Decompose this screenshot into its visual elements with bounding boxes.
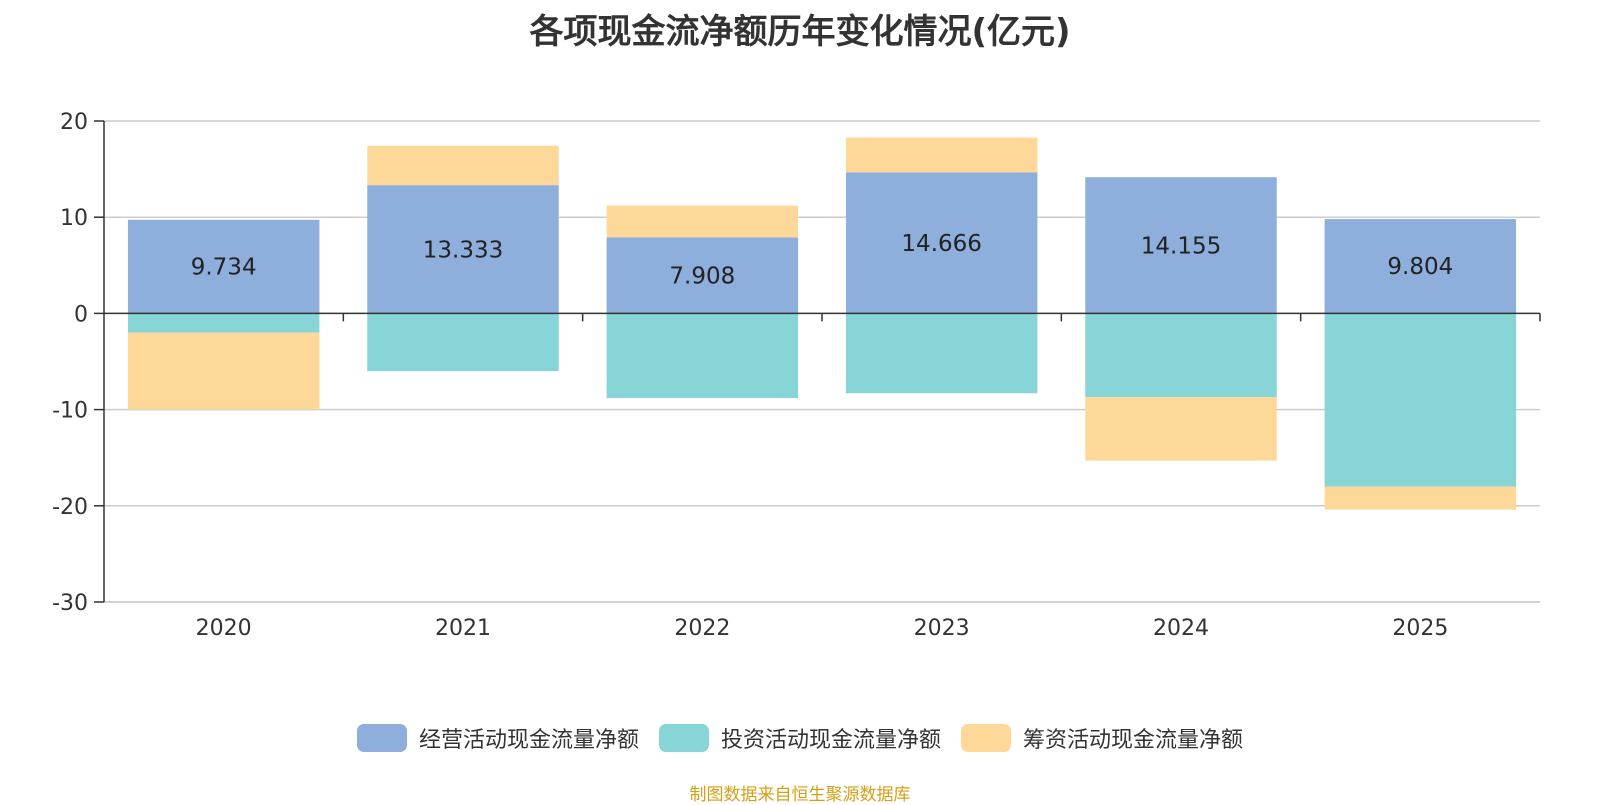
data-label-2025: 9.804 [1387,254,1453,280]
legend-swatch-investing [658,724,709,752]
bar-2025-series-2 [1324,486,1517,510]
data-label-2021: 13.333 [423,237,503,263]
data-label-2022: 7.908 [669,263,735,289]
bar-2020-series-1 [127,313,320,333]
bar-2025-series-0 [1324,219,1517,314]
legend-label-financing: 筹资活动现金流量净额 [1023,728,1244,753]
label-layer: 20 10 0 -10 -20 -30 9.734 2020 13.333 2021 7.908 20… [52,110,1453,641]
bar-2021-series-0 [367,185,559,314]
y-tick-label: -30 [52,591,88,616]
stacked-bar-chart: 20 10 0 -10 -20 -30 9.734 2020 13.333 2021 7.908 20… [52,110,1541,641]
bar-2021-series-2 [367,145,559,186]
legend-label-investing: 投资活动现金流量净额 [720,728,941,753]
axis-layer [94,120,1541,603]
legend-item-operating[interactable]: 经营活动现金流量净额 [356,722,639,754]
bar-2022-series-1 [606,313,799,399]
legend: 经营活动现金流量净额 投资活动现金流量净额 筹资活动现金流量净额 [0,722,1600,754]
x-tick-label-2025: 2025 [1392,616,1448,641]
grid-layer [104,120,1540,603]
y-tick-label: -10 [52,399,88,424]
y-tick-label: 20 [60,110,88,135]
bar-2021-series-1 [367,313,559,372]
legend-label-operating: 经营活动现金流量净额 [418,728,639,753]
legend-item-investing[interactable]: 投资活动现金流量净额 [658,722,941,754]
x-tick-label-2020: 2020 [196,616,252,641]
bar-2024-series-1 [1085,313,1277,398]
x-tick-label-2024: 2024 [1153,616,1209,641]
y-tick-label: 10 [60,206,88,231]
bar-2025-series-1 [1324,313,1517,487]
bar-2023-series-0 [845,172,1038,314]
legend-swatch-financing [961,724,1011,752]
y-tick-label: 0 [74,302,88,327]
bar-2024-series-0 [1085,177,1277,314]
bar-2024-series-2 [1085,397,1277,461]
bar-2023-series-1 [845,313,1038,394]
data-label-2020: 9.734 [191,255,257,281]
chart-title: 各项现金流净额历年变化情况(亿元) [529,12,1071,52]
legend-swatch-operating [356,724,407,752]
legend-item-financing[interactable]: 筹资活动现金流量净额 [961,722,1243,754]
x-tick-label-2022: 2022 [674,616,730,641]
data-label-2023: 14.666 [901,231,981,257]
source-note: 制图数据来自恒生聚源数据库 [689,785,911,805]
bar-2022-series-2 [606,205,799,238]
bar-layer [127,137,1517,510]
y-tick-label: -20 [52,495,88,520]
bar-2023-series-2 [845,137,1038,173]
data-label-2024: 14.155 [1141,233,1221,259]
x-tick-label-2023: 2023 [914,616,970,641]
x-tick-label-2021: 2021 [435,616,491,641]
bar-2020-series-2 [127,332,320,410]
bar-2022-series-0 [606,237,799,314]
bar-2020-series-0 [127,219,320,314]
